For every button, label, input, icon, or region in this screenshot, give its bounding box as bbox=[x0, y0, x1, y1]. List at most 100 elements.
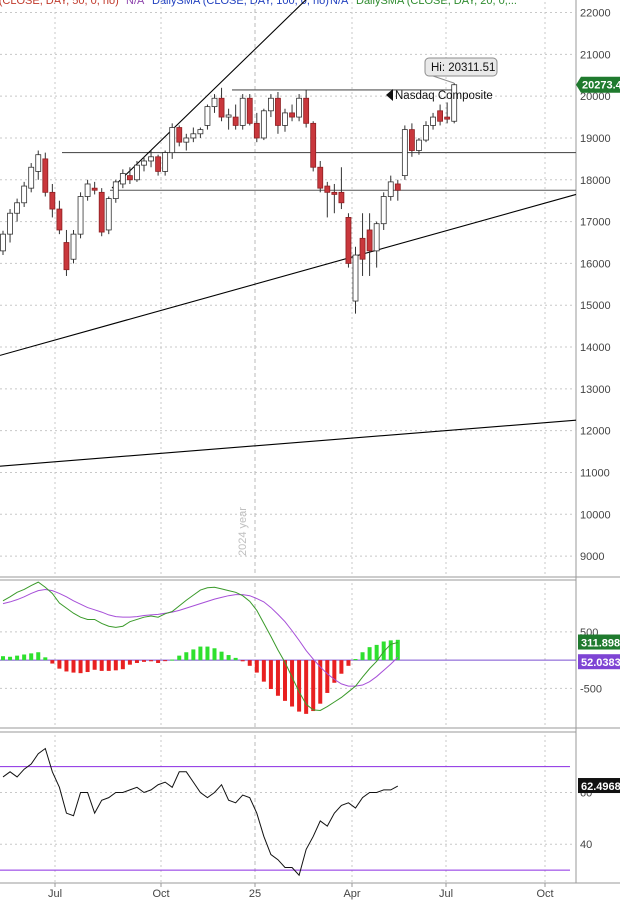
y-tick-label: 19000 bbox=[580, 133, 611, 145]
macd-signal-line bbox=[2, 588, 399, 687]
candle-body bbox=[127, 175, 133, 181]
candle-body bbox=[98, 191, 105, 233]
candle-body bbox=[176, 127, 183, 143]
macd-histogram-bar bbox=[247, 660, 252, 666]
macd-histogram-bar bbox=[367, 647, 372, 661]
macd-histogram-bar bbox=[205, 646, 210, 661]
candles bbox=[0, 83, 458, 314]
candle-body bbox=[387, 181, 394, 197]
macd-histogram-bar bbox=[170, 659, 175, 661]
macd-value-label: 311.898 bbox=[581, 638, 620, 650]
y-tick-label: 16000 bbox=[580, 258, 611, 270]
y-tick-label: 17000 bbox=[580, 217, 611, 229]
macd-histogram-bar bbox=[43, 657, 48, 661]
candle-body bbox=[183, 137, 190, 143]
y-tick-label: 18000 bbox=[580, 175, 611, 187]
candle-body bbox=[317, 166, 324, 189]
macd-histogram-bar bbox=[290, 660, 295, 707]
candle-body bbox=[148, 156, 154, 162]
candle-body bbox=[331, 191, 338, 195]
price-grid: 9000 10000 11000 12000 13000 14000 15000 16000 1… bbox=[0, 2, 611, 882]
candle-body bbox=[260, 110, 267, 139]
candle-body bbox=[28, 166, 35, 189]
header-legends: DailySMA (CLOSE, DAY, 50, 0, no)N/ADaily… bbox=[0, 0, 517, 7]
y-tick-label: 20000 bbox=[580, 91, 611, 103]
macd-histogram-bar bbox=[57, 660, 62, 669]
candle-body bbox=[134, 164, 140, 181]
macd-histogram-bar bbox=[120, 660, 125, 670]
candle-body bbox=[225, 114, 232, 118]
macd-histogram-bar bbox=[226, 655, 231, 661]
candle-body bbox=[310, 122, 317, 168]
candle-body bbox=[204, 106, 211, 126]
candle-body bbox=[345, 217, 352, 264]
candle-body bbox=[7, 212, 13, 235]
candle-body bbox=[282, 112, 288, 126]
macd-histogram-bar bbox=[163, 660, 168, 662]
macd-histogram-bar bbox=[304, 660, 309, 714]
macd-histogram-bar bbox=[275, 660, 280, 696]
candle-body bbox=[162, 152, 169, 172]
macd-histogram-bar bbox=[127, 660, 132, 665]
macd-histogram-bar bbox=[64, 660, 69, 672]
macd-histogram-bar bbox=[29, 653, 34, 661]
series-label: Nasdaq Composite bbox=[395, 90, 493, 102]
legend-text: N/A bbox=[330, 0, 349, 7]
y-tick-label: 9000 bbox=[580, 551, 604, 563]
y-tick-label: 13000 bbox=[580, 384, 611, 396]
candle-body bbox=[84, 183, 91, 197]
candle-body bbox=[211, 97, 218, 108]
signal-value-label: 52.0383 bbox=[581, 657, 620, 669]
candle-body bbox=[401, 129, 408, 177]
y-tick-label: 10000 bbox=[580, 509, 611, 521]
macd-histogram-bar bbox=[339, 660, 344, 674]
candle-body bbox=[408, 129, 415, 151]
macd-histogram-bar bbox=[353, 659, 358, 661]
candle-body bbox=[267, 97, 274, 112]
macd-histogram-bar bbox=[1, 656, 5, 661]
macd-histogram-bar bbox=[22, 654, 27, 661]
candle-body bbox=[112, 181, 119, 200]
y-tick-label: -500 bbox=[580, 683, 602, 695]
macd-histogram-bar bbox=[142, 660, 146, 662]
candle-body bbox=[56, 208, 63, 231]
macd-histogram-bar bbox=[212, 648, 217, 661]
macd-histogram-bar bbox=[395, 639, 400, 661]
x-axis: Jul Oct 25 Apr Jul Oct bbox=[48, 883, 554, 900]
macd-histogram-bar bbox=[78, 660, 83, 674]
y-tick-label: 12000 bbox=[580, 426, 611, 438]
candle-body bbox=[218, 97, 225, 118]
y-tick-label: 40 bbox=[580, 839, 592, 851]
signal-value-badge bbox=[578, 654, 620, 670]
trendline bbox=[0, 193, 577, 356]
rsi-value-badge bbox=[578, 778, 620, 794]
candle-body bbox=[416, 139, 422, 151]
macd-histogram-bar bbox=[318, 660, 323, 704]
macd-histogram-bar bbox=[177, 655, 182, 661]
macd-histogram-bar bbox=[36, 652, 41, 661]
candle-body bbox=[155, 156, 162, 172]
candle-body bbox=[423, 125, 429, 141]
candle-body bbox=[197, 129, 204, 135]
macd-histogram-bar bbox=[311, 660, 316, 712]
y-tick-label: 21000 bbox=[580, 49, 611, 61]
candle-body bbox=[366, 229, 373, 252]
macd-histogram-bar bbox=[240, 660, 245, 662]
candle-body bbox=[35, 154, 42, 172]
macd-line bbox=[2, 581, 398, 711]
macd-histogram-bar bbox=[233, 657, 238, 661]
candle-body bbox=[141, 160, 147, 166]
macd-histogram-bar bbox=[134, 660, 139, 663]
macd-histogram-bar bbox=[297, 660, 302, 712]
candle-body bbox=[77, 196, 84, 235]
macd-histogram-bar bbox=[325, 660, 330, 693]
candle-body bbox=[444, 116, 451, 120]
high-label-box bbox=[424, 57, 498, 77]
y-tick-label: 15000 bbox=[580, 300, 611, 312]
legend-text: DailySMA (CLOSE, DAY, 50, 0, no) bbox=[0, 0, 119, 7]
candle-body bbox=[105, 198, 112, 231]
candle-body bbox=[42, 158, 49, 193]
